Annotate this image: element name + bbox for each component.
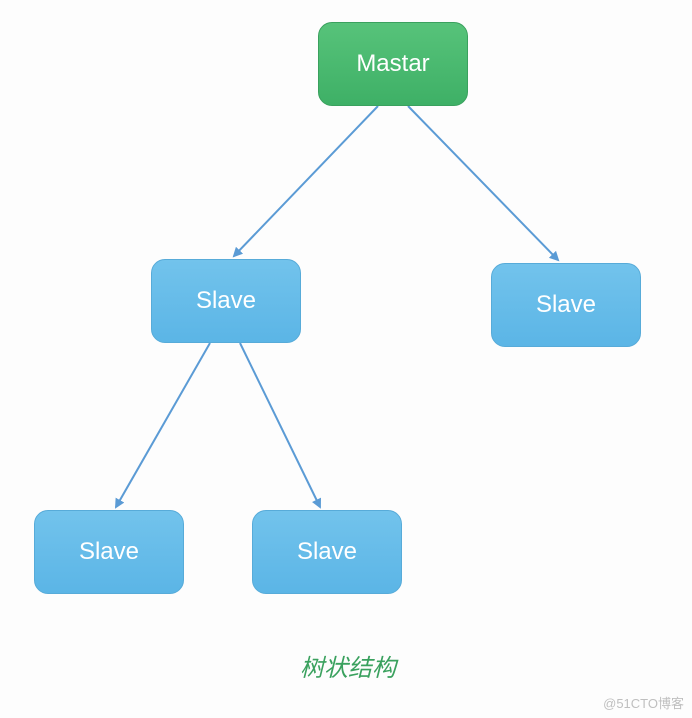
edge-master-slave_r	[408, 106, 558, 260]
tree-node-slave_ll: Slave	[34, 510, 184, 594]
edge-slave_l-slave_ll	[116, 343, 210, 507]
tree-node-slave_l: Slave	[151, 259, 301, 343]
tree-node-slave_lr: Slave	[252, 510, 402, 594]
tree-node-master: Mastar	[318, 22, 468, 106]
edge-slave_l-slave_lr	[240, 343, 320, 507]
edge-layer	[0, 0, 692, 718]
diagram-caption: 树状结构	[300, 648, 396, 683]
tree-node-slave_r: Slave	[491, 263, 641, 347]
watermark-text: @51CTO博客	[603, 693, 684, 712]
edge-master-slave_l	[234, 106, 378, 256]
